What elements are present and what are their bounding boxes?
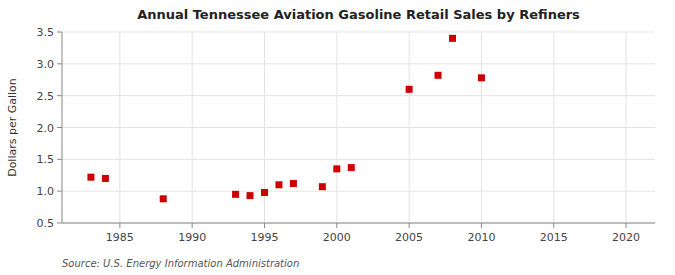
y-grid-line xyxy=(62,223,655,224)
x-axis-line xyxy=(62,223,655,224)
y-grid-line xyxy=(62,191,655,192)
y-grid-line xyxy=(62,32,655,33)
y-tick-label: 2.0 xyxy=(37,122,55,135)
x-tick-label: 2000 xyxy=(323,231,351,244)
x-tick xyxy=(336,223,337,228)
x-tick-label: 1990 xyxy=(178,231,206,244)
y-grid-line xyxy=(62,159,655,160)
point xyxy=(333,165,340,172)
x-tick-label: 2005 xyxy=(395,231,423,244)
x-tick xyxy=(409,223,410,228)
grid xyxy=(62,32,655,223)
y-tick xyxy=(57,95,62,96)
point xyxy=(275,181,282,188)
point xyxy=(348,164,355,171)
y-tick-label: 2.5 xyxy=(37,90,55,103)
point xyxy=(247,192,254,199)
point xyxy=(290,180,297,187)
y-tick xyxy=(57,159,62,160)
x-tick xyxy=(481,223,482,228)
point xyxy=(160,195,167,202)
x-tick-label: 1985 xyxy=(106,231,134,244)
y-tick xyxy=(57,223,62,224)
x-tick xyxy=(626,223,627,228)
y-tick-label: 0.5 xyxy=(37,217,55,230)
source-note: Source: U.S. Energy Information Administ… xyxy=(62,258,299,269)
y-tick xyxy=(57,191,62,192)
x-tick-label: 1995 xyxy=(250,231,278,244)
x-tick-label: 2015 xyxy=(540,231,568,244)
x-tick-label: 2020 xyxy=(612,231,640,244)
x-tick xyxy=(264,223,265,228)
points xyxy=(87,35,485,202)
point xyxy=(102,175,109,182)
y-tick xyxy=(57,32,62,33)
y-tick-label: 3.5 xyxy=(37,26,55,39)
chart-container: 1985 1990 1995 2000 2005 2010 2015 2020 0.5 1.0 1.… xyxy=(0,0,675,275)
point xyxy=(406,86,413,93)
x-tick xyxy=(119,223,120,228)
point xyxy=(478,74,485,81)
point xyxy=(319,183,326,190)
point xyxy=(261,189,268,196)
y-grid-line xyxy=(62,63,655,64)
point xyxy=(449,35,456,42)
y-tick xyxy=(57,127,62,128)
y-tick-label: 1.5 xyxy=(37,153,55,166)
y-tick-label: 1.0 xyxy=(37,185,55,198)
x-tick-label: 2010 xyxy=(467,231,495,244)
y-grid-line xyxy=(62,127,655,128)
chart-svg: 1985 1990 1995 2000 2005 2010 2015 2020 0.5 1.0 1.… xyxy=(0,0,675,275)
x-tick xyxy=(553,223,554,228)
point xyxy=(232,191,239,198)
y-axis-line xyxy=(62,32,63,223)
point xyxy=(87,174,94,181)
y-grid-line xyxy=(62,95,655,96)
title: Annual Tennessee Aviation Gasoline Retai… xyxy=(137,7,580,22)
point xyxy=(435,72,442,79)
y-tick xyxy=(57,63,62,64)
x-tick xyxy=(192,223,193,228)
y-axis-label: Dollars per Gallon xyxy=(6,78,19,177)
axes: 1985 1990 1995 2000 2005 2010 2015 2020 0.5 1.0 1.… xyxy=(37,26,656,244)
y-tick-label: 3.0 xyxy=(37,58,55,71)
